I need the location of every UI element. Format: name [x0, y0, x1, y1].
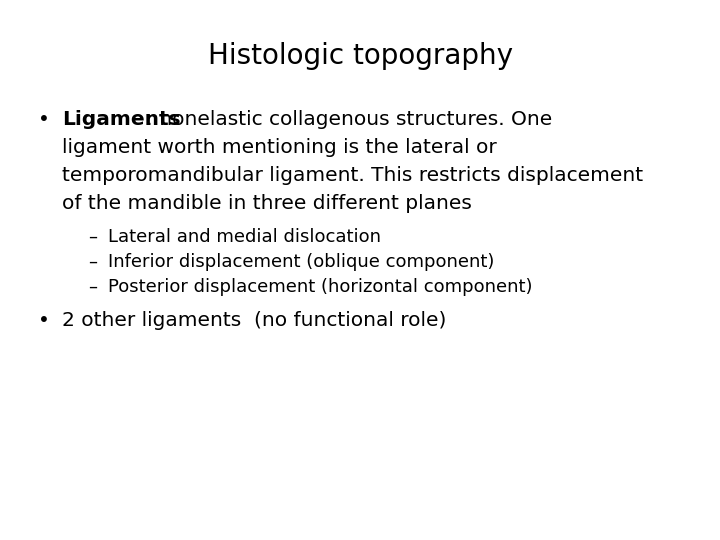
- Text: •: •: [38, 311, 50, 330]
- Text: –: –: [88, 278, 97, 296]
- Text: 2 other ligaments  (no functional role): 2 other ligaments (no functional role): [62, 311, 446, 330]
- Text: ligament worth mentioning is the lateral or: ligament worth mentioning is the lateral…: [62, 138, 497, 157]
- Text: temporomandibular ligament. This restricts displacement: temporomandibular ligament. This restric…: [62, 166, 643, 185]
- Text: of the mandible in three different planes: of the mandible in three different plane…: [62, 194, 472, 213]
- Text: Histologic topography: Histologic topography: [207, 42, 513, 70]
- Text: Ligaments: Ligaments: [62, 110, 181, 129]
- Text: Posterior displacement (horizontal component): Posterior displacement (horizontal compo…: [108, 278, 533, 296]
- Text: –: –: [88, 253, 97, 271]
- Text: •: •: [38, 110, 50, 129]
- Text: Lateral and medial dislocation: Lateral and medial dislocation: [108, 228, 381, 246]
- Text: : nonelastic collagenous structures. One: : nonelastic collagenous structures. One: [146, 110, 552, 129]
- Text: Inferior displacement (oblique component): Inferior displacement (oblique component…: [108, 253, 495, 271]
- Text: –: –: [88, 228, 97, 246]
